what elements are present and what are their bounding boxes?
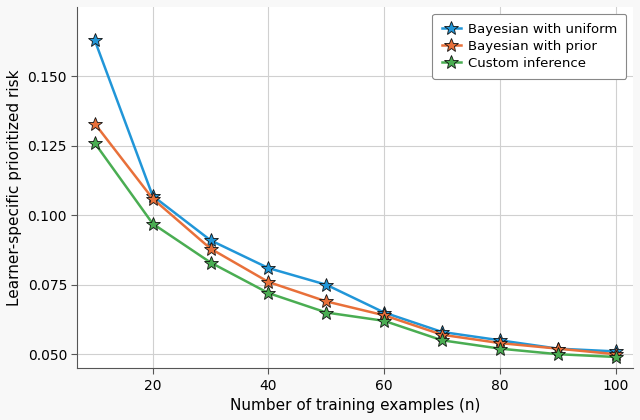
Custom inference [438,338,446,343]
Bayesian with uniform [91,38,99,43]
Y-axis label: Learner-specific prioritized risk: Learner-specific prioritized risk [7,69,22,306]
Bayesian with prior [380,313,388,318]
Bayesian with prior [612,352,620,357]
Bayesian with prior [323,299,330,304]
Custom inference [554,352,562,357]
Bayesian with prior [554,346,562,351]
Line: Custom inference: Custom inference [88,136,623,364]
Custom inference [149,221,157,226]
Bayesian with prior [207,246,214,251]
Legend: Bayesian with uniform, Bayesian with prior, Custom inference: Bayesian with uniform, Bayesian with pri… [433,13,627,79]
Bayesian with prior [91,121,99,126]
Bayesian with uniform [149,193,157,198]
Bayesian with prior [149,196,157,201]
Line: Bayesian with prior: Bayesian with prior [88,117,623,361]
Custom inference [207,260,214,265]
Custom inference [323,310,330,315]
X-axis label: Number of training examples (n): Number of training examples (n) [230,398,481,413]
Custom inference [380,318,388,323]
Bayesian with uniform [438,329,446,334]
Custom inference [496,346,504,351]
Bayesian with prior [496,341,504,346]
Bayesian with uniform [323,282,330,287]
Custom inference [612,354,620,360]
Custom inference [91,141,99,146]
Bayesian with uniform [264,265,272,270]
Custom inference [264,291,272,296]
Bayesian with uniform [554,346,562,351]
Bayesian with prior [264,279,272,284]
Bayesian with uniform [380,310,388,315]
Bayesian with uniform [612,349,620,354]
Bayesian with uniform [496,338,504,343]
Bayesian with uniform [207,238,214,243]
Bayesian with prior [438,332,446,337]
Line: Bayesian with uniform: Bayesian with uniform [88,33,623,358]
